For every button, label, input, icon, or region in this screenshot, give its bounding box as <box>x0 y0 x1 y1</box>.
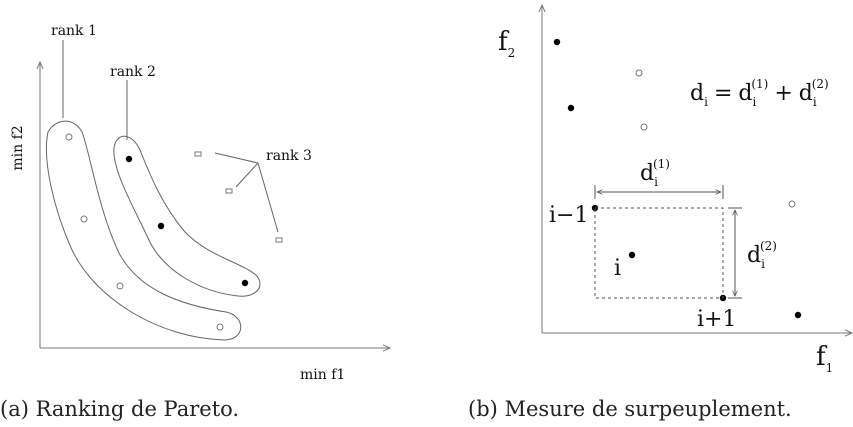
rank-2-label: rank 2 <box>110 64 156 80</box>
rank-3-leader <box>214 152 259 164</box>
rank-1-label: rank 1 <box>51 23 97 39</box>
y-axis-label-b: f2 <box>498 27 515 60</box>
crowding-distance-diagram: f2 f1 i−1 i i+1 di(1) di(2) di = di(1) + di(… <box>498 5 852 375</box>
front-point <box>794 311 802 319</box>
rank-1-point <box>216 323 224 331</box>
caption-a: (a) Ranking de Pareto. <box>0 397 239 421</box>
label-i-minus-1: i−1 <box>549 203 588 228</box>
crowding-distance-equation: di = di(1) + di(2) <box>690 77 829 109</box>
cuboid-box <box>594 207 724 299</box>
rank-2-point <box>157 222 165 230</box>
rank-3-label: rank 3 <box>266 148 312 164</box>
rank-3-leader <box>235 162 259 188</box>
pareto-ranking-diagram: min f2 min f1 rank 1 rank 2 rank 3 <box>10 23 390 383</box>
other-point <box>788 200 796 208</box>
other-point <box>635 69 643 77</box>
rank-2-point <box>241 279 249 287</box>
other-point <box>640 123 648 131</box>
label-i-plus-1: i+1 <box>697 307 736 332</box>
front-point <box>553 38 561 46</box>
x-axis-label-b: f1 <box>816 342 833 375</box>
rank-1-point <box>116 282 124 290</box>
rank-3-point <box>194 151 202 157</box>
d2-label: di(2) <box>747 239 777 271</box>
rank-1-point <box>65 133 73 141</box>
rank-3-point <box>225 188 233 194</box>
point-i <box>628 251 636 259</box>
caption-b: (b) Mesure de surpeuplement. <box>468 397 792 421</box>
rank-3-point <box>275 237 283 243</box>
rank-1-front-outline <box>45 120 242 341</box>
rank-3-leader <box>257 162 279 233</box>
label-i: i <box>614 256 621 281</box>
front-point <box>567 104 575 112</box>
d1-label: di(1) <box>640 157 670 189</box>
rank-2-point <box>125 155 133 163</box>
y-axis-label-a: min f2 <box>10 125 26 170</box>
rank-2-front-outline <box>113 135 261 297</box>
x-axis-label-a: min f1 <box>300 367 345 383</box>
rank-1-point <box>80 215 88 223</box>
